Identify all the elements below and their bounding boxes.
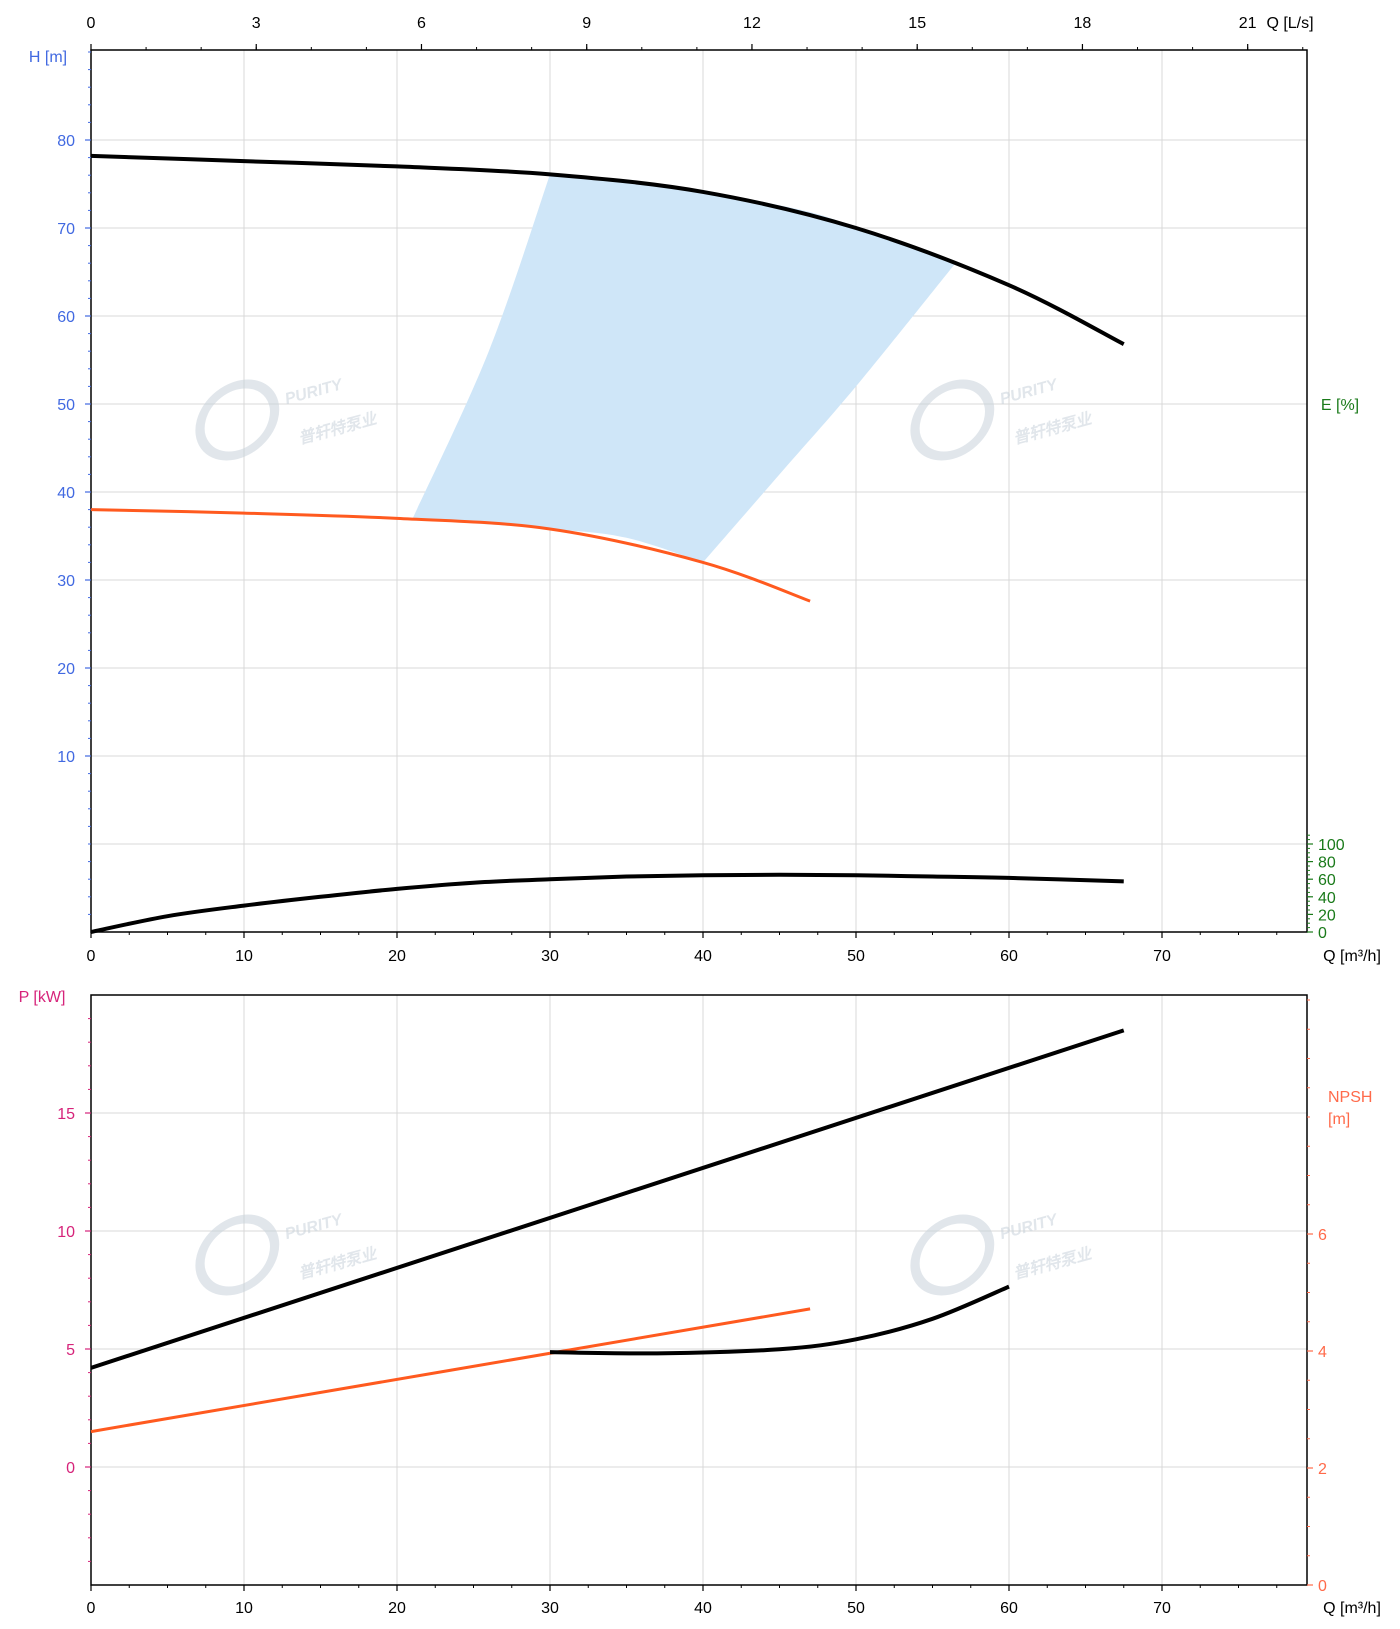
bottom-panel-x-tick-label: 40	[694, 1600, 712, 1617]
h-axis-tick-label: 80	[57, 133, 75, 150]
npsh-axis-tick-label: 0	[1318, 1578, 1327, 1595]
top-axis-tick-label: 0	[87, 15, 96, 32]
e-axis-tick-label: 60	[1318, 872, 1336, 889]
bottom-panel-x-tick-label: 50	[847, 1600, 865, 1617]
watermark-logo-icon	[195, 379, 280, 461]
watermark-brand: PURITY	[998, 1211, 1060, 1243]
e-axis-tick-label: 100	[1318, 837, 1345, 854]
bottom-panel-frame	[90, 994, 1308, 1586]
watermark-subtitle: 普轩特泵业	[1011, 1244, 1095, 1283]
operating-region	[412, 174, 956, 563]
watermark-logo-icon	[910, 1214, 995, 1296]
bottom-series-line-1	[90, 1028, 1125, 1370]
npsh-axis-tick-label: 2	[1318, 1461, 1327, 1478]
top-panel-x-tick-label: 70	[1153, 948, 1171, 965]
watermark-brand: PURITY	[283, 376, 345, 408]
npsh-axis-label: NPSH [m]	[1328, 1089, 1372, 1128]
top-panel-x-tick-label: 20	[388, 948, 406, 965]
p-axis-tick-label: 5	[66, 1342, 75, 1359]
bottom-panel-x-tick-label: 30	[541, 1600, 559, 1617]
watermark-logo-icon	[910, 379, 995, 461]
bottom-panel-x-tick-label: 0	[87, 1600, 96, 1617]
top-axis-tick-label: 9	[582, 15, 591, 32]
top-series-line-2	[90, 508, 811, 603]
top-series-line-3	[90, 872, 1124, 934]
bottom-panel-x-tick-label: 10	[235, 1600, 253, 1617]
e-axis-tick-label: 0	[1318, 925, 1327, 942]
top-panel-x-tick-label: 10	[235, 948, 253, 965]
top-series-line-1	[90, 153, 1125, 346]
bottom-panel-x-tick-label: 20	[388, 1600, 406, 1617]
h-axis-tick-label: 60	[57, 309, 75, 326]
e-axis-tick-label: 20	[1318, 907, 1336, 924]
top-axis-tick-label: 12	[743, 15, 761, 32]
bottom-panel-x-axis-label: Q [m³/h]	[1323, 1600, 1381, 1617]
e-axis-tick-label: 80	[1318, 855, 1336, 872]
watermark-subtitle: 普轩特泵业	[1011, 409, 1095, 448]
watermark-subtitle: 普轩特泵业	[296, 409, 380, 448]
watermark-brand: PURITY	[998, 376, 1060, 408]
watermark-brand: PURITY	[283, 1211, 345, 1243]
top-panel-x-tick-label: 0	[87, 948, 96, 965]
top-axis-tick-label: 6	[417, 15, 426, 32]
h-axis-tick-label: 30	[57, 573, 75, 590]
top-panel-x-tick-label: 50	[847, 948, 865, 965]
e-axis-label: E [%]	[1321, 397, 1359, 414]
top-axis-tick-label: 21	[1239, 15, 1257, 32]
p-axis-tick-label: 10	[57, 1224, 75, 1241]
watermark-logo-icon	[195, 1214, 280, 1296]
top-panel-frame	[90, 49, 1308, 933]
h-axis-tick-label: 70	[57, 221, 75, 238]
bottom-panel-x-tick-label: 70	[1153, 1600, 1171, 1617]
h-axis-label: H [m]	[29, 49, 67, 66]
bottom-panel-x-tick-label: 60	[1000, 1600, 1018, 1617]
top-axis-label: Q [L/s]	[1266, 15, 1313, 32]
p-axis-label: P [kW]	[19, 989, 66, 1006]
npsh-axis-label-line: NPSH	[1328, 1089, 1372, 1106]
bottom-panel-grid	[91, 995, 1307, 1585]
bottom-series-line-2	[90, 1307, 811, 1434]
h-axis-tick-label: 50	[57, 397, 75, 414]
top-panel-x-tick-label: 30	[541, 948, 559, 965]
bottom-series-line-3	[549, 1284, 1010, 1356]
top-axis-tick-label: 3	[252, 15, 261, 32]
p-axis-tick-label: 15	[57, 1106, 75, 1123]
e-axis-tick-label: 40	[1318, 890, 1336, 907]
npsh-axis-tick-label: 6	[1318, 1227, 1327, 1244]
npsh-axis-label-line: [m]	[1328, 1111, 1350, 1128]
h-axis-tick-label: 20	[57, 661, 75, 678]
top-panel-x-tick-label: 60	[1000, 948, 1018, 965]
p-axis-tick-label: 0	[66, 1460, 75, 1477]
top-panel-x-axis-label: Q [m³/h]	[1323, 948, 1381, 965]
h-axis-tick-label: 40	[57, 485, 75, 502]
top-panel-x-tick-label: 40	[694, 948, 712, 965]
top-axis-tick-label: 15	[908, 15, 926, 32]
top-axis-tick-label: 18	[1074, 15, 1092, 32]
npsh-axis-tick-label: 4	[1318, 1344, 1327, 1361]
h-axis-tick-label: 10	[57, 749, 75, 766]
